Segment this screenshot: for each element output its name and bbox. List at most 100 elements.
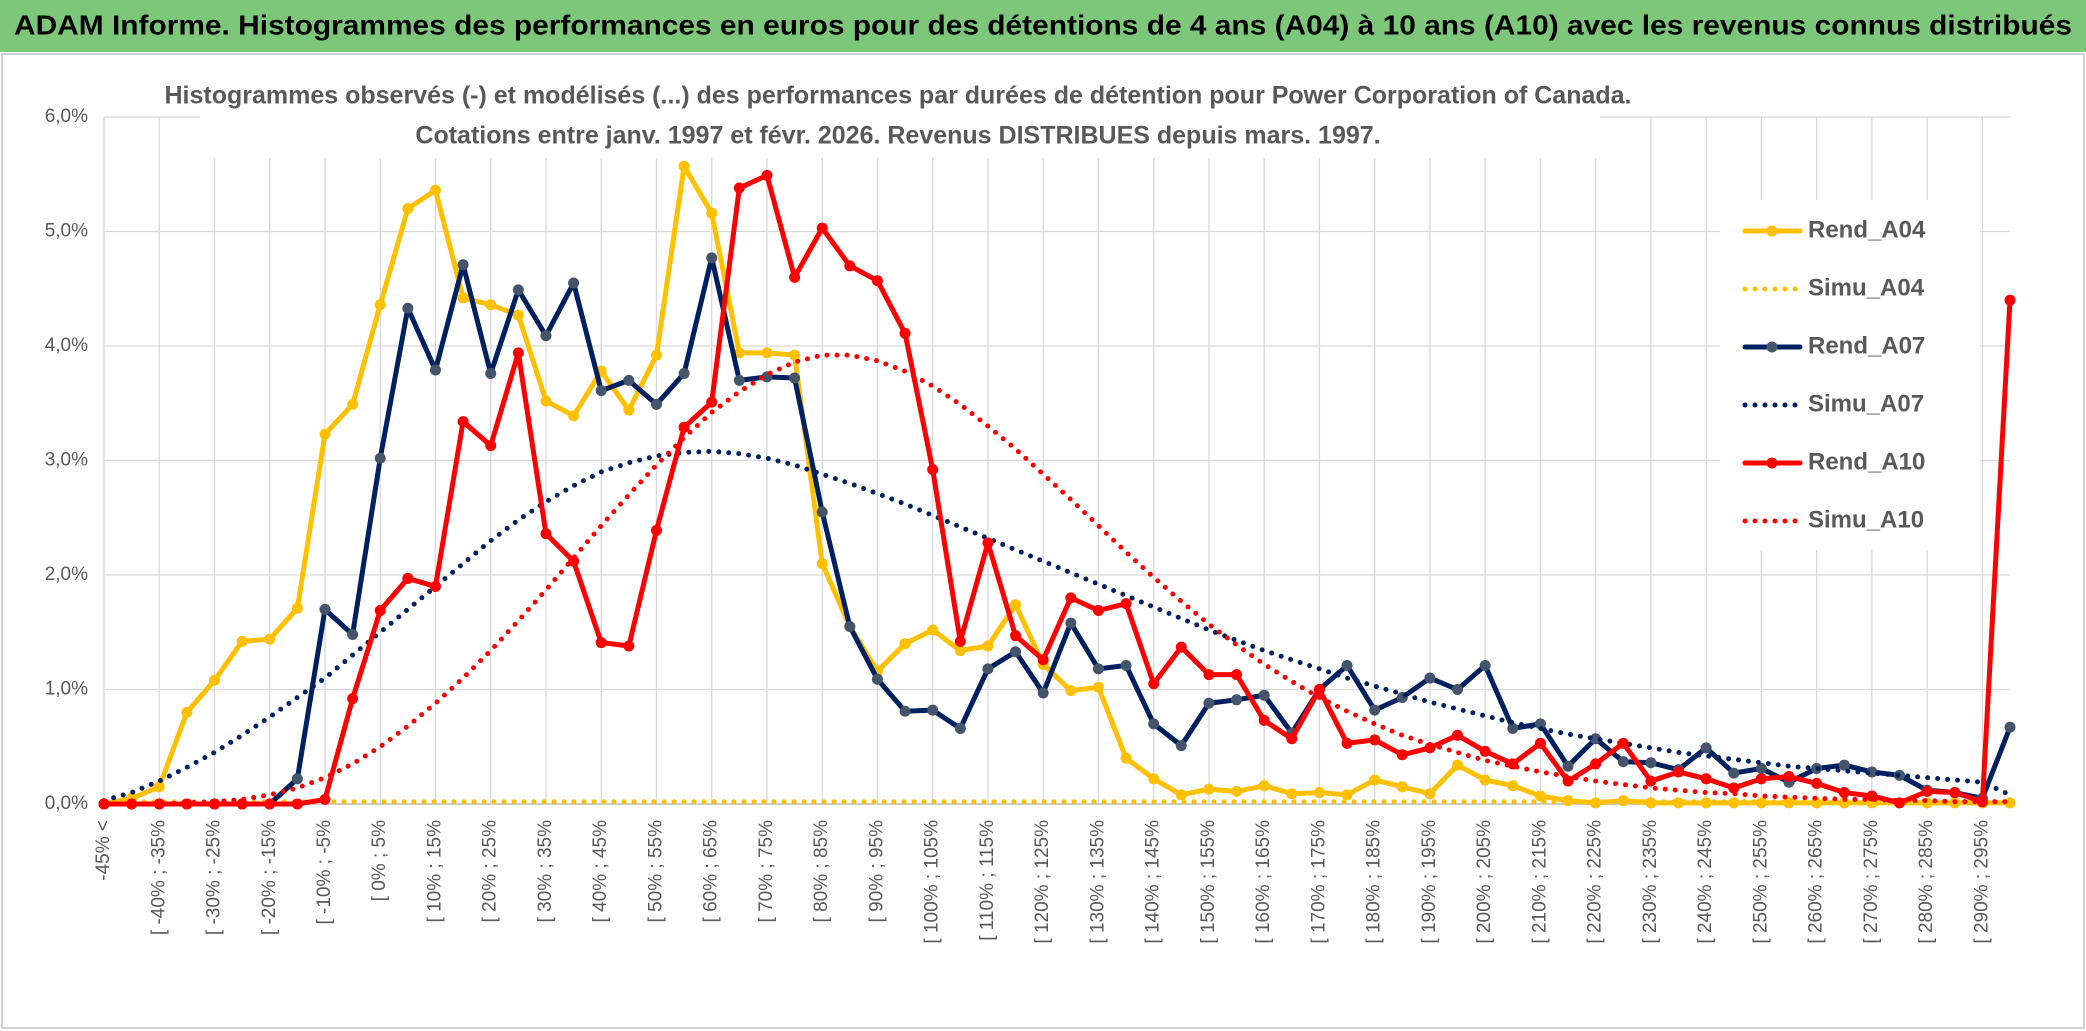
y-tick-label: 3,0% [45,450,88,471]
point [429,184,441,196]
point [485,440,497,452]
point [1203,783,1215,795]
point [1286,733,1298,745]
point [319,603,331,615]
point [512,309,524,321]
point [540,528,552,540]
x-tick-label: [ -40% ; -35% [148,820,169,935]
point [1092,604,1104,616]
x-tick-label: [ 170% ; 175% [1308,820,1329,944]
point [982,640,994,652]
point [485,367,497,379]
x-tick-label: [ 250% ; 255% [1750,820,1771,944]
point [871,673,883,685]
point [374,604,386,616]
point [1838,759,1850,771]
point [982,663,994,675]
point [264,633,276,645]
point [1341,737,1353,749]
legend-label: Simu_A04 [1808,274,1925,301]
point [927,704,939,716]
point [1231,785,1243,797]
point [927,624,939,636]
point [1562,760,1574,772]
point [1507,722,1519,734]
chart-frame [1,53,2085,1029]
x-tick-label: [ 190% ; 195% [1419,820,1440,944]
point [706,252,718,264]
legend-label: Rend_A10 [1808,448,1925,475]
point [1396,749,1408,761]
point [1590,758,1602,770]
point [457,416,469,428]
point [429,580,441,592]
point [1728,767,1740,779]
point [1755,763,1767,775]
point [1037,654,1049,666]
point [678,160,690,172]
point [1424,788,1436,800]
y-tick-label: 0,0% [45,793,88,814]
point [374,452,386,464]
y-tick-label: 4,0% [45,335,88,356]
point [1010,599,1022,611]
point [595,385,607,397]
point [899,705,911,717]
point [844,621,856,633]
legend-background [1720,200,1980,550]
x-tick-label: [ 110% ; 115% [977,820,998,941]
x-tick-label: [ 160% ; 165% [1253,820,1274,944]
point [1369,734,1381,746]
point [1148,773,1160,785]
point [347,398,359,410]
point [1065,617,1077,629]
point [844,260,856,272]
point [457,259,469,271]
point [650,349,662,361]
point [623,404,635,416]
point [733,182,745,194]
x-tick-label: [ 240% ; 245% [1695,820,1716,944]
x-tick-label: [ 20% ; 25% [480,820,501,923]
model-line [101,448,2013,804]
point [1783,771,1795,783]
point [1783,797,1795,809]
point [1452,759,1464,771]
point [319,428,331,440]
point [678,421,690,433]
point [402,572,414,584]
x-tick-label: [ 120% ; 125% [1032,820,1053,944]
point [733,374,745,386]
point [1231,694,1243,706]
point [871,275,883,287]
point [650,398,662,410]
point [347,693,359,705]
y-tick-label: 2,0% [45,564,88,585]
point [1949,787,1961,799]
point [595,637,607,649]
point [1673,766,1685,778]
point [816,558,828,570]
point [1396,781,1408,793]
x-tick-label: [ 70% ; 75% [756,820,777,923]
point [291,798,303,810]
legend-label: Simu_A10 [1808,506,1924,533]
point [733,347,745,359]
point [789,372,801,384]
chart-title: ADAM Informe. Histogrammes des performan… [14,9,2072,40]
point [1617,737,1629,749]
point [1258,780,1270,792]
point [1258,714,1270,726]
point [153,798,165,810]
x-tick-label: [ 140% ; 145% [1143,820,1164,944]
point [1010,646,1022,658]
point [761,347,773,359]
point [485,299,497,311]
point [1728,782,1740,794]
x-tick-label: [ 290% ; 295% [1971,820,1992,944]
x-tick-label: [ 50% ; 55% [645,820,666,923]
point [789,349,801,361]
x-tick-label: [ 60% ; 65% [701,820,722,923]
x-tick-label: [ 130% ; 135% [1087,820,1108,944]
